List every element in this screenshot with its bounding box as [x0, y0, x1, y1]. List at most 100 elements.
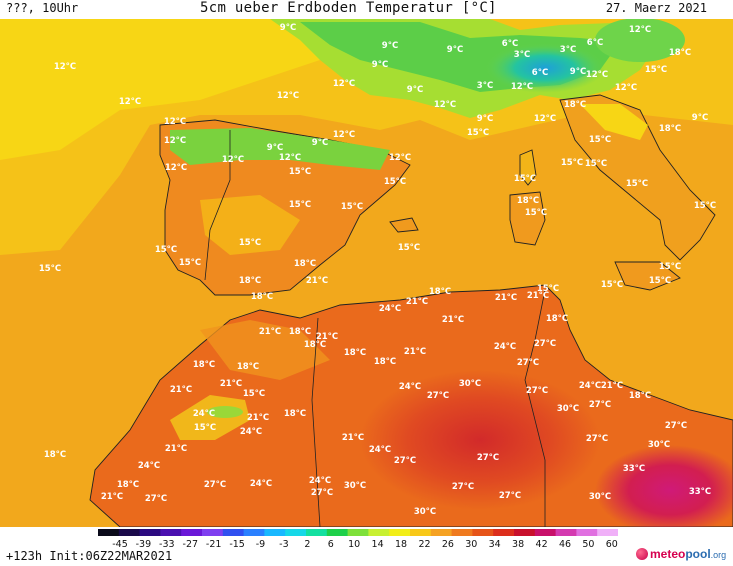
temperature-label: 15°C: [626, 179, 648, 189]
colorbar-swatch: [368, 529, 390, 536]
meteopool-logo[interactable]: meteopool.org: [636, 547, 726, 561]
temperature-label: 9°C: [372, 60, 388, 70]
temperature-label: 21°C: [165, 444, 187, 454]
temperature-label: 12°C: [119, 97, 141, 107]
temperature-label: 12°C: [222, 155, 244, 165]
temperature-label: 9°C: [477, 114, 493, 124]
meseta-zone: [200, 195, 300, 255]
temperature-label: 6°C: [532, 68, 548, 78]
temperature-label: 12°C: [277, 91, 299, 101]
colorbar: -45 -39 -33 -27 -21 -15 -9 -3 2 6 10 14 18 22 26 30 34 38…: [98, 529, 618, 549]
temperature-label: 18°C: [659, 124, 681, 134]
corsica-landmass: [519, 149, 537, 186]
colorbar-swatch: [222, 529, 245, 536]
colorbar-tick-label: 18: [395, 539, 407, 549]
temperature-label: 12°C: [615, 83, 637, 93]
temperature-label: 15°C: [289, 200, 311, 210]
temperature-label: 27°C: [394, 456, 416, 466]
colorbar-tick-label: 26: [442, 539, 454, 549]
temperature-label: 9°C: [382, 41, 398, 51]
temperature-label: 15°C: [39, 264, 61, 274]
colorbar-tick-label: -9: [256, 539, 265, 549]
atlantic-zone: [0, 19, 320, 160]
colorbar-swatch: [576, 529, 598, 536]
temperature-label: 30°C: [648, 440, 670, 450]
temperature-label: 18°C: [284, 409, 306, 419]
temperature-label: 21°C: [342, 433, 364, 443]
temperature-label: 6°C: [587, 38, 603, 48]
temperature-label: 15°C: [537, 284, 559, 294]
map-canvas: 12°C 12°C 9°C 9°C 9°C 12°C 12°C 9°C 6°C 3°C 3°C 6°C…: [0, 18, 733, 535]
temperature-label: 27°C: [526, 386, 548, 396]
temperature-label: 18°C: [289, 327, 311, 337]
colorbar-tick-label: 2: [304, 539, 310, 549]
temperature-label: 3°C: [560, 45, 576, 55]
colorbar-tick-label: 42: [536, 539, 548, 549]
temperature-label: 15°C: [239, 238, 261, 248]
logo-tld: .org: [710, 550, 727, 560]
temperature-label: 3°C: [477, 81, 493, 91]
temperature-label: 18°C: [117, 480, 139, 490]
temperature-label: 12°C: [333, 79, 355, 89]
temperature-label: 21°C: [406, 297, 428, 307]
logo-text-main: meteo: [650, 547, 686, 561]
temperature-label: 24°C: [250, 479, 272, 489]
temperature-label: 30°C: [589, 492, 611, 502]
alps-cold-zone: [485, 43, 605, 93]
colorbar-swatch: [98, 529, 120, 536]
temperature-label: 18°C: [564, 100, 586, 110]
temperature-label: 12°C: [511, 82, 533, 92]
colorbar-swatch: [514, 529, 536, 536]
temperature-label: 33°C: [689, 487, 711, 497]
colorbar-swatch: [347, 529, 369, 536]
temperature-label: 15°C: [289, 167, 311, 177]
temperature-label: 15°C: [525, 208, 547, 218]
temperature-label: 15°C: [155, 245, 177, 255]
temperature-label: 27°C: [452, 482, 474, 492]
temperature-label: 9°C: [280, 23, 296, 33]
temperature-label: 18°C: [237, 362, 259, 372]
temperature-label: 15°C: [585, 159, 607, 169]
temperature-label: 6°C: [502, 39, 518, 49]
temperature-label: 21°C: [101, 492, 123, 502]
colorbar-tick-label: -3: [279, 539, 288, 549]
temperature-label: 27°C: [499, 491, 521, 501]
atlas-peaks-zone: [207, 406, 243, 418]
temperature-label: 18°C: [294, 259, 316, 269]
colorbar-tick-label: 60: [606, 539, 618, 549]
colorbar-swatch: [285, 529, 307, 536]
temperature-label: 18°C: [546, 314, 568, 324]
run-info-label: ???, 10Uhr: [6, 1, 79, 15]
border-algeria-tunisia-libya: [524, 289, 546, 527]
colorbar-swatch: [534, 529, 557, 536]
temperature-label: 24°C: [579, 381, 601, 391]
colorbar-tick-label: -45: [112, 539, 128, 549]
temperature-label: 18°C: [629, 391, 651, 401]
temperature-label: 15°C: [645, 65, 667, 75]
colorbar-swatch: [597, 529, 618, 536]
temperature-label: 24°C: [193, 409, 215, 419]
temperature-label: 30°C: [414, 507, 436, 517]
border-spain-portugal: [204, 130, 231, 281]
colorbar-tick-label: -21: [206, 539, 222, 549]
map-title: 5cm ueber Erdboden Temperatur [°C]: [200, 0, 497, 16]
colorbar-swatch: [243, 529, 265, 536]
colorbar-swatch: [410, 529, 432, 536]
temperature-label: 9°C: [267, 143, 283, 153]
colorbar-tick-label: 14: [372, 539, 384, 549]
temperature-label: 12°C: [434, 100, 456, 110]
colorbar-swatch: [472, 529, 494, 536]
colorbar-swatch: [160, 529, 182, 536]
colorbar-tick-label: 50: [582, 539, 594, 549]
temperature-label: 30°C: [557, 404, 579, 414]
temperature-label: 27°C: [311, 488, 333, 498]
temperature-map[interactable]: 12°C 12°C 9°C 9°C 9°C 12°C 12°C 9°C 6°C 3°C 3°C 6°C…: [0, 18, 733, 535]
temperature-label: 12°C: [389, 153, 411, 163]
temperature-label: 27°C: [204, 480, 226, 490]
temperature-label: 15°C: [589, 135, 611, 145]
temperature-label: 12°C: [164, 117, 186, 127]
temperature-label: 27°C: [517, 358, 539, 368]
colorbar-tick-label: -27: [183, 539, 199, 549]
temperature-label: 21°C: [220, 379, 242, 389]
temperature-label: 18°C: [239, 276, 261, 286]
